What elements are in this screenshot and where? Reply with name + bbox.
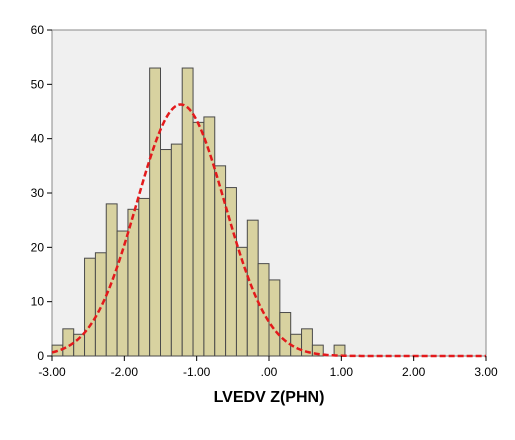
histogram-bar [84,257,96,357]
histogram-bar [279,312,292,357]
y-tick-label: 40 [31,132,45,146]
histogram-bar [181,67,194,357]
y-axis: 0 10 20 30 40 50 60 [31,23,52,363]
histogram-bar [257,263,270,357]
x-axis-title: LVEDV Z(PHN) [214,389,325,406]
x-tick-label: -2.00 [111,365,139,379]
histogram-bar [160,149,172,357]
y-tick-label: 60 [31,23,45,37]
x-tick-label: 2.00 [402,365,426,379]
y-tick-label: 50 [31,77,45,91]
y-tick-label: 30 [31,186,45,200]
histogram-bar [235,246,248,357]
histogram-bar [127,208,140,357]
histogram-bar [268,279,281,357]
x-tick-label: 3.00 [474,365,498,379]
histogram-bar [94,252,107,357]
x-tick-label: 1.00 [330,365,354,379]
histogram-bar [301,328,313,357]
histogram-bar [225,187,237,357]
histogram-bar [105,203,118,357]
x-tick-label: -3.00 [38,365,66,379]
x-axis: -3.00 -2.00 -1.00 .00 1.00 2.00 3.00 [38,356,498,379]
histogram-bar [203,116,216,357]
y-tick-label: 0 [37,349,44,363]
histogram-bar [311,344,324,357]
x-tick-label: -1.00 [183,365,211,379]
y-tick-label: 20 [31,240,45,254]
histogram-bar [214,165,227,357]
histogram-bar [192,121,205,357]
histogram-bar [170,143,183,357]
histogram-bar [138,197,151,357]
histogram-bar [149,67,161,357]
histogram-bar [333,344,346,357]
x-tick-label: .00 [261,365,278,379]
y-tick-label: 10 [31,295,45,309]
histogram-bars [51,67,346,357]
